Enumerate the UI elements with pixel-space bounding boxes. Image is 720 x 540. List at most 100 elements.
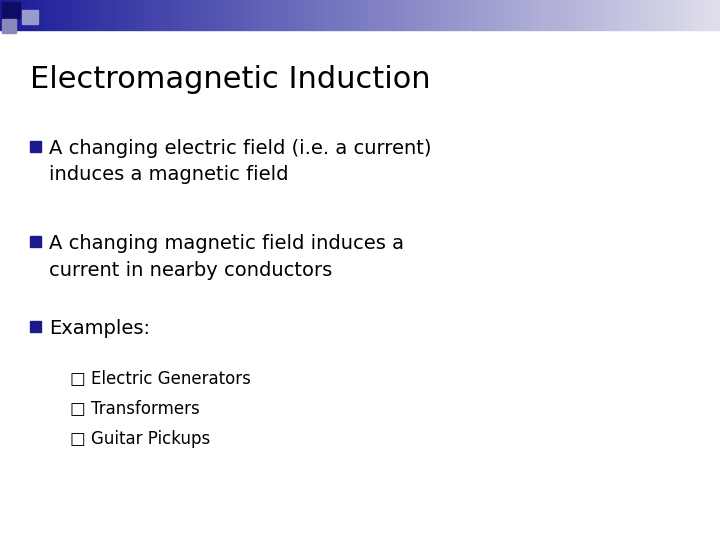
Bar — [281, 0, 288, 30]
Bar — [648, 0, 655, 30]
Bar — [454, 0, 461, 30]
Bar — [526, 0, 533, 30]
Bar — [295, 0, 302, 30]
Bar — [187, 0, 194, 30]
Bar — [216, 0, 223, 30]
Bar — [230, 0, 238, 30]
Bar — [7, 0, 14, 30]
Bar — [288, 0, 295, 30]
Bar — [158, 0, 166, 30]
Bar — [605, 0, 612, 30]
Bar — [655, 0, 662, 30]
Bar — [194, 0, 202, 30]
Bar — [151, 0, 158, 30]
Bar — [677, 0, 684, 30]
Bar — [432, 0, 439, 30]
Bar — [367, 0, 374, 30]
Text: Electromagnetic Induction: Electromagnetic Induction — [30, 65, 431, 94]
Bar — [94, 0, 101, 30]
Bar — [30, 141, 41, 152]
Bar — [598, 0, 605, 30]
Bar — [698, 0, 706, 30]
Bar — [324, 0, 331, 30]
Bar — [374, 0, 382, 30]
Bar — [504, 0, 511, 30]
Bar — [446, 0, 454, 30]
Bar — [533, 0, 540, 30]
Bar — [425, 0, 432, 30]
Bar — [166, 0, 173, 30]
Bar — [490, 0, 497, 30]
Bar — [65, 0, 72, 30]
Bar — [50, 0, 58, 30]
Bar — [511, 0, 518, 30]
Text: □ Transformers: □ Transformers — [70, 400, 199, 418]
Bar — [36, 0, 43, 30]
Text: A changing magnetic field induces a
current in nearby conductors: A changing magnetic field induces a curr… — [49, 234, 404, 280]
Bar — [252, 0, 259, 30]
Text: A changing electric field (i.e. a current)
induces a magnetic field: A changing electric field (i.e. a curren… — [49, 139, 431, 185]
Bar — [475, 0, 482, 30]
Bar — [58, 0, 65, 30]
Bar — [641, 0, 648, 30]
Bar — [338, 0, 346, 30]
Bar — [259, 0, 266, 30]
Bar — [554, 0, 562, 30]
Bar — [43, 0, 50, 30]
Text: □ Electric Generators: □ Electric Generators — [70, 370, 251, 388]
Bar — [576, 0, 583, 30]
Bar — [418, 0, 425, 30]
Bar — [346, 0, 353, 30]
Bar — [317, 0, 324, 30]
Bar — [173, 0, 180, 30]
Bar — [130, 0, 137, 30]
Bar — [590, 0, 598, 30]
Bar — [360, 0, 367, 30]
Bar — [310, 0, 317, 30]
Bar — [583, 0, 590, 30]
Bar — [144, 0, 151, 30]
Bar — [266, 0, 274, 30]
Bar — [497, 0, 504, 30]
Bar — [626, 0, 634, 30]
Bar — [22, 10, 38, 24]
Bar — [108, 0, 115, 30]
Bar — [180, 0, 187, 30]
Bar — [79, 0, 86, 30]
Bar — [72, 0, 79, 30]
Bar — [713, 0, 720, 30]
Text: □ Guitar Pickups: □ Guitar Pickups — [70, 430, 210, 448]
Bar — [223, 0, 230, 30]
Bar — [238, 0, 245, 30]
Bar — [439, 0, 446, 30]
Bar — [612, 0, 619, 30]
Bar — [22, 0, 29, 30]
Bar — [30, 321, 41, 332]
Bar — [403, 0, 410, 30]
Bar — [518, 0, 526, 30]
Bar — [547, 0, 554, 30]
Bar — [634, 0, 641, 30]
Bar — [209, 0, 216, 30]
Bar — [202, 0, 209, 30]
Bar — [691, 0, 698, 30]
Bar — [137, 0, 144, 30]
Bar — [14, 0, 22, 30]
Bar — [461, 0, 468, 30]
Bar — [29, 0, 36, 30]
Bar — [706, 0, 713, 30]
Bar — [302, 0, 310, 30]
Bar — [569, 0, 576, 30]
Bar — [410, 0, 418, 30]
Bar — [122, 0, 130, 30]
Bar — [0, 0, 7, 30]
Bar — [468, 0, 475, 30]
Bar — [115, 0, 122, 30]
Bar — [482, 0, 490, 30]
Bar — [540, 0, 547, 30]
Bar — [331, 0, 338, 30]
Bar — [274, 0, 281, 30]
Bar — [562, 0, 569, 30]
Bar — [101, 0, 108, 30]
Bar — [662, 0, 670, 30]
